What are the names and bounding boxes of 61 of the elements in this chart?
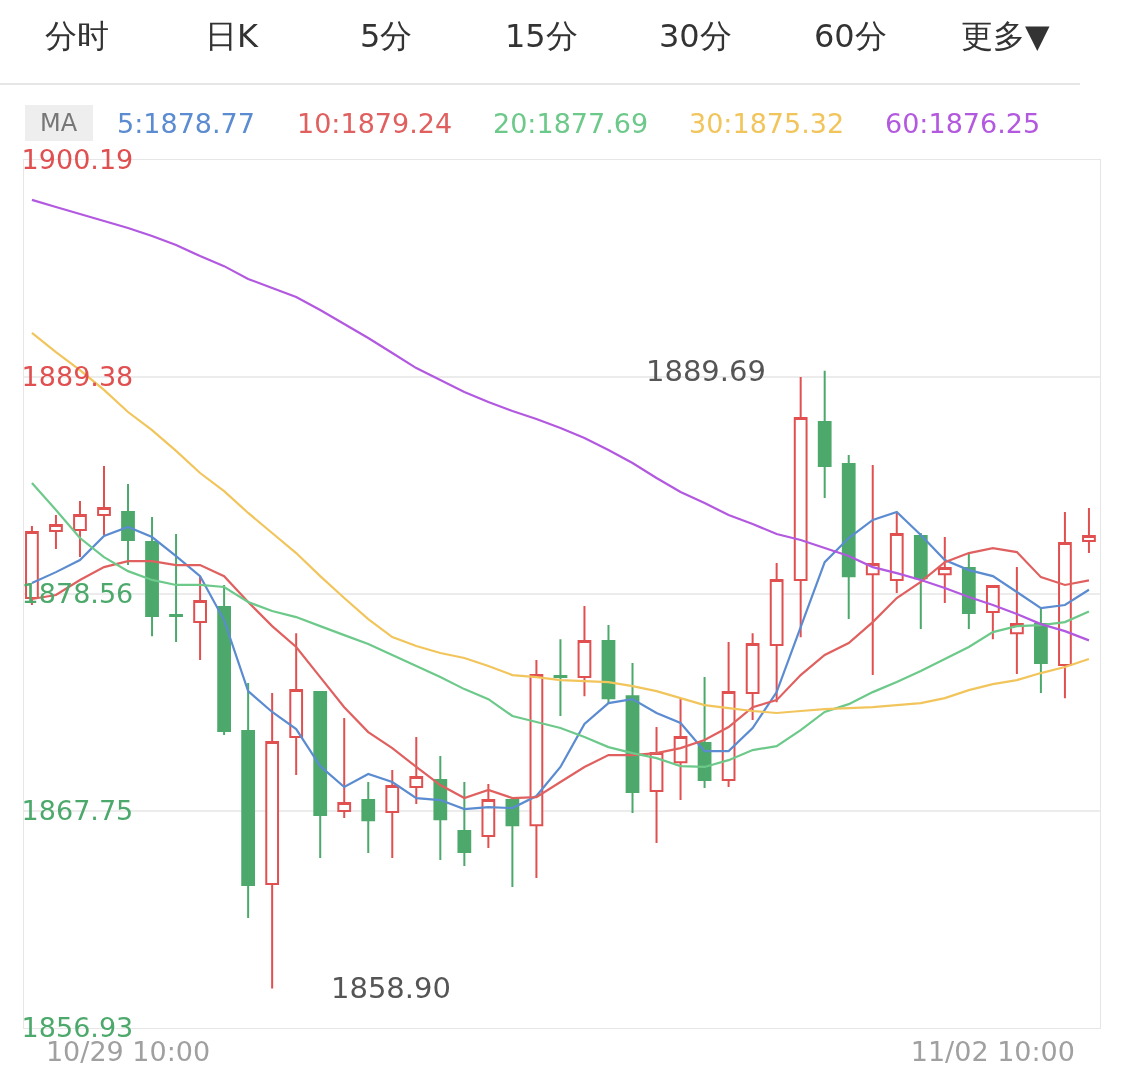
- candlestick: [265, 692, 280, 990]
- candlestick: [49, 513, 63, 551]
- candlestick: [625, 662, 640, 815]
- candlestick: [1082, 507, 1096, 555]
- candlestick: [1034, 607, 1048, 695]
- candlestick: [841, 453, 856, 621]
- candlestick: [97, 464, 111, 537]
- text: 20:1877.69: [493, 108, 649, 139]
- candlestick: [673, 697, 688, 802]
- text: 分时: [45, 17, 109, 55]
- candlestick: [745, 632, 760, 722]
- candlestick: [313, 690, 328, 860]
- candlestick: [817, 369, 832, 500]
- candlestick: [961, 552, 976, 631]
- candlestick: [601, 624, 616, 705]
- text: 30分: [659, 17, 732, 55]
- candlestick: [385, 768, 400, 860]
- candlestick: [793, 375, 808, 639]
- candlestick: [505, 798, 520, 888]
- candlestick: [337, 717, 352, 820]
- candlestick: [553, 638, 568, 717]
- x-tick-label: 11/02 10:00: [910, 1036, 1075, 1068]
- text: 30:1875.32: [689, 108, 845, 139]
- text: 60:1876.25: [885, 108, 1041, 139]
- legend-title: MA: [40, 109, 78, 137]
- text: 更多▼: [961, 17, 1050, 55]
- text: 5分: [360, 17, 413, 55]
- candlestick: [241, 682, 256, 920]
- candlestick: [217, 583, 231, 737]
- candlestick: [865, 463, 880, 677]
- candlestick: [145, 515, 159, 638]
- text: 5:1878.77: [117, 108, 255, 139]
- candlestick: [1058, 510, 1072, 700]
- y-tick-label: 1900.19: [21, 144, 134, 176]
- candlestick: [913, 532, 928, 631]
- candlestick: [889, 510, 904, 594]
- text: 60分: [814, 17, 887, 55]
- candlestick: [697, 676, 712, 790]
- candlestick: [649, 726, 664, 844]
- candlestick: [169, 533, 183, 643]
- candlestick: [361, 781, 376, 855]
- candlestick: [289, 632, 304, 776]
- text: 10:1879.24: [297, 108, 453, 139]
- text: 15分: [505, 17, 578, 55]
- annotation: 1858.90: [331, 971, 451, 1005]
- candlestick: [457, 781, 472, 868]
- candlestick: [73, 500, 87, 559]
- y-tick-label: 1867.75: [21, 795, 134, 827]
- candlestick: [937, 536, 952, 605]
- candlestick: [409, 736, 424, 806]
- annotation: 1889.69: [646, 354, 766, 388]
- candlestick: [433, 755, 448, 862]
- text: 日K: [205, 17, 259, 55]
- candlestick: [769, 562, 784, 704]
- candlestick: [1009, 566, 1024, 676]
- candlestick: [529, 659, 544, 879]
- candlestick: [121, 483, 135, 567]
- candlestick: [481, 783, 496, 850]
- candlestick: [193, 575, 207, 662]
- candlestick: [577, 605, 592, 698]
- candlestick: [985, 584, 1000, 641]
